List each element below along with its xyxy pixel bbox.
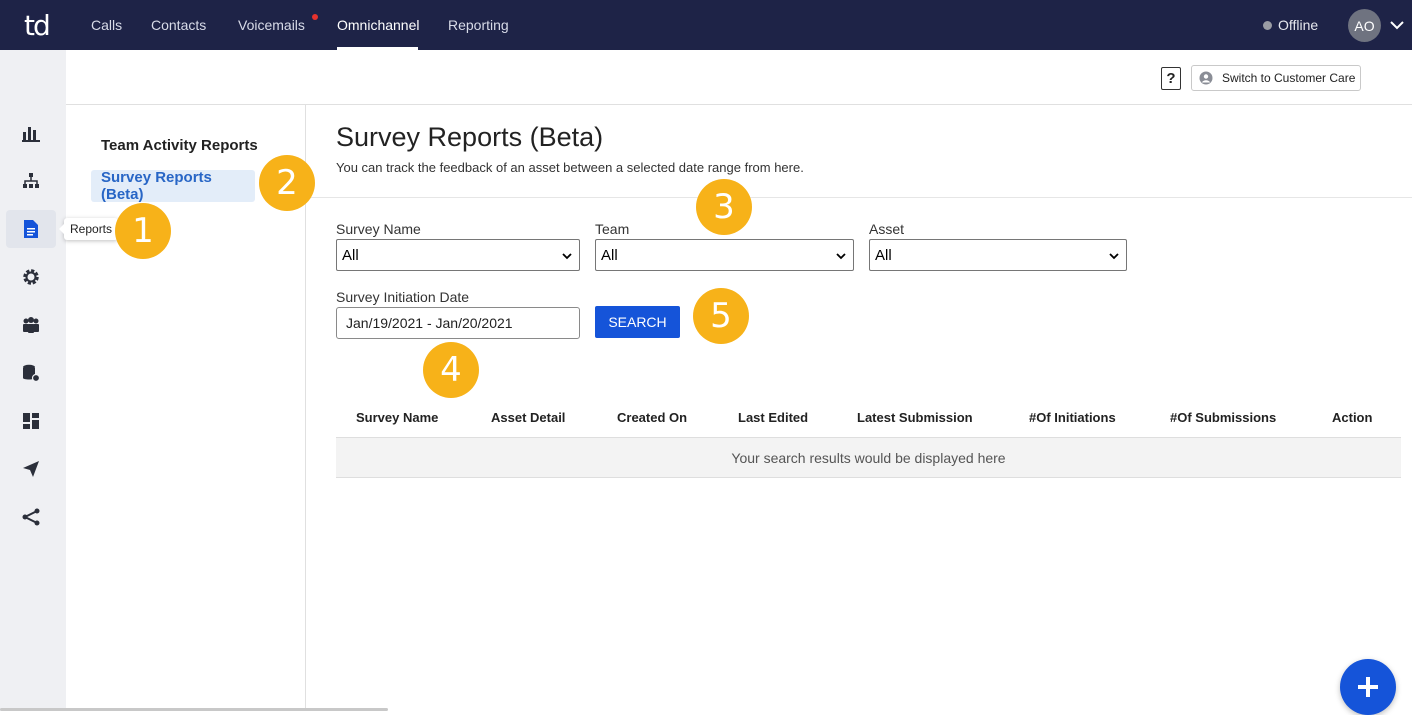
- column-header-initiations[interactable]: #Of Initiations: [1029, 410, 1116, 425]
- horizontal-scrollbar[interactable]: [0, 708, 388, 711]
- reports-tooltip: Reports: [58, 218, 119, 240]
- status-label[interactable]: Offline: [1278, 17, 1319, 33]
- switch-to-customer-care-button[interactable]: Switch to Customer Care: [1191, 65, 1361, 91]
- chevron-down-icon: [1109, 253, 1119, 260]
- column-header-survey-name[interactable]: Survey Name: [356, 410, 439, 425]
- chevron-down-icon: [836, 253, 846, 260]
- nav-calls[interactable]: Calls: [91, 17, 123, 33]
- bar-chart-icon[interactable]: [20, 122, 42, 144]
- sidebar-item-survey-reports[interactable]: Survey Reports (Beta): [91, 169, 255, 203]
- nav-contacts[interactable]: Contacts: [151, 17, 207, 33]
- utility-bar: [66, 50, 1412, 105]
- active-nav-indicator: [337, 47, 418, 50]
- send-icon[interactable]: [20, 458, 42, 480]
- nav-reporting[interactable]: Reporting: [448, 17, 509, 33]
- callout-2: 2: [259, 155, 315, 211]
- sidebar-item-team-activity-reports[interactable]: Team Activity Reports: [101, 137, 258, 154]
- asset-value: All: [875, 246, 892, 264]
- people-icon[interactable]: [20, 314, 42, 336]
- asset-label: Asset: [869, 221, 905, 237]
- help-button[interactable]: ?: [1161, 67, 1181, 90]
- database-icon[interactable]: [20, 362, 42, 384]
- team-label: Team: [595, 221, 630, 237]
- app-logo[interactable]: td: [24, 9, 51, 42]
- survey-name-value: All: [342, 246, 359, 264]
- plus-icon: [1358, 677, 1378, 697]
- column-header-latest-submission[interactable]: Latest Submission: [857, 410, 973, 425]
- nav-omnichannel[interactable]: Omnichannel: [337, 17, 420, 33]
- header-divider: [306, 197, 1412, 198]
- team-select[interactable]: All: [595, 239, 854, 271]
- survey-name-label: Survey Name: [336, 221, 421, 237]
- table-header-divider: [336, 437, 1401, 438]
- user-icon: [1199, 71, 1213, 85]
- survey-initiation-date-label: Survey Initiation Date: [336, 289, 470, 305]
- notification-dot: [312, 14, 318, 20]
- date-range-input[interactable]: Jan/19/2021 - Jan/20/2021: [336, 307, 580, 339]
- gear-icon[interactable]: [20, 266, 42, 288]
- chevron-down-icon: [562, 253, 572, 260]
- switch-label: Switch to Customer Care: [1222, 71, 1356, 85]
- asset-select[interactable]: All: [869, 239, 1127, 271]
- top-nav: td Calls Contacts Voicemails Omnichannel…: [0, 0, 1412, 50]
- search-button[interactable]: SEARCH: [595, 306, 680, 338]
- page-title: Survey Reports (Beta): [336, 122, 604, 152]
- dashboard-icon[interactable]: [20, 410, 42, 432]
- callout-5: 5: [693, 288, 749, 344]
- callout-3: 3: [696, 179, 752, 235]
- reports-sidebar: [66, 105, 306, 711]
- column-header-action: Action: [1332, 410, 1373, 425]
- org-chart-icon[interactable]: [20, 170, 42, 192]
- survey-name-select[interactable]: All: [336, 239, 580, 271]
- callout-1: 1: [115, 203, 171, 259]
- column-header-last-edited[interactable]: Last Edited: [738, 410, 809, 425]
- empty-results-row: Your search results would be displayed h…: [336, 438, 1401, 478]
- chevron-down-icon[interactable]: [1389, 17, 1405, 33]
- status-dot: [1263, 21, 1272, 30]
- add-button[interactable]: [1340, 659, 1396, 715]
- column-header-submissions[interactable]: #Of Submissions: [1170, 410, 1277, 425]
- column-header-asset-detail[interactable]: Asset Detail: [491, 410, 566, 425]
- page-subtitle: You can track the feedback of an asset b…: [336, 160, 804, 175]
- callout-4: 4: [423, 342, 479, 398]
- avatar[interactable]: AO: [1348, 9, 1381, 42]
- nav-voicemails[interactable]: Voicemails: [238, 17, 305, 33]
- share-icon[interactable]: [20, 506, 42, 528]
- column-header-created-on[interactable]: Created On: [617, 410, 688, 425]
- document-icon[interactable]: [20, 218, 42, 240]
- team-value: All: [601, 246, 618, 264]
